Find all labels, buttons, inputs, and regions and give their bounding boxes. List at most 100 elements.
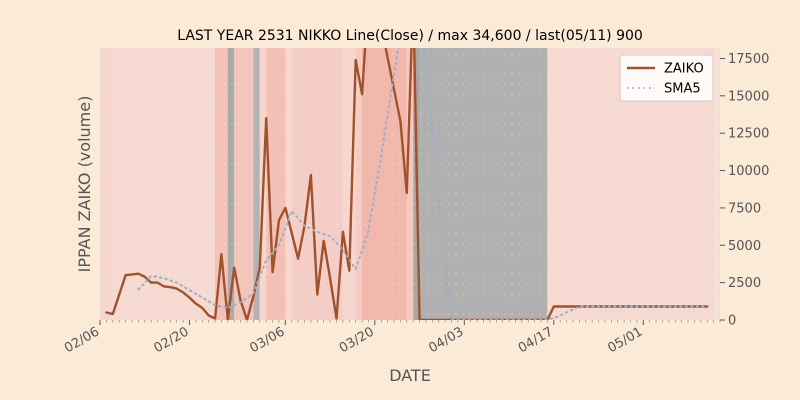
texture-dot bbox=[399, 303, 401, 305]
texture-dot bbox=[266, 273, 268, 275]
texture-dot bbox=[476, 173, 478, 175]
texture-dot bbox=[210, 123, 212, 125]
texture-dot bbox=[210, 273, 212, 275]
texture-dot bbox=[497, 143, 499, 145]
texture-dot bbox=[105, 203, 107, 205]
texture-dot bbox=[511, 313, 513, 315]
texture-dot bbox=[616, 253, 618, 255]
texture-dot bbox=[413, 253, 415, 255]
texture-dot bbox=[504, 153, 506, 155]
texture-dot bbox=[539, 203, 541, 205]
texture-dot bbox=[441, 163, 443, 165]
texture-dot bbox=[364, 263, 366, 265]
texture-dot bbox=[336, 183, 338, 185]
texture-dot bbox=[189, 243, 191, 245]
texture-dot bbox=[700, 223, 702, 225]
texture-dot bbox=[630, 313, 632, 315]
texture-dot bbox=[287, 143, 289, 145]
texture-dot bbox=[154, 313, 156, 315]
texture-dot bbox=[280, 63, 282, 65]
texture-dot bbox=[280, 313, 282, 315]
texture-dot bbox=[385, 173, 387, 175]
texture-dot bbox=[196, 273, 198, 275]
texture-dot bbox=[336, 123, 338, 125]
texture-dot bbox=[252, 83, 254, 85]
texture-dot bbox=[504, 123, 506, 125]
texture-dot bbox=[301, 63, 303, 65]
texture-dot bbox=[364, 193, 366, 195]
texture-dot bbox=[588, 193, 590, 195]
texture-dot bbox=[511, 183, 513, 185]
texture-dot bbox=[644, 53, 646, 55]
texture-dot bbox=[133, 193, 135, 195]
texture-dot bbox=[154, 233, 156, 235]
texture-dot bbox=[588, 263, 590, 265]
texture-dot bbox=[567, 173, 569, 175]
texture-dot bbox=[357, 303, 359, 305]
texture-dot bbox=[665, 213, 667, 215]
texture-dot bbox=[301, 153, 303, 155]
texture-dot bbox=[224, 233, 226, 235]
texture-dot bbox=[119, 233, 121, 235]
texture-dot bbox=[399, 153, 401, 155]
texture-dot bbox=[231, 103, 233, 105]
texture-dot bbox=[287, 303, 289, 305]
texture-dot bbox=[224, 133, 226, 135]
texture-dot bbox=[581, 133, 583, 135]
texture-dot bbox=[350, 63, 352, 65]
texture-dot bbox=[462, 143, 464, 145]
texture-dot bbox=[602, 73, 604, 75]
texture-dot bbox=[308, 313, 310, 315]
texture-dot bbox=[665, 313, 667, 315]
texture-dot bbox=[462, 83, 464, 85]
texture-dot bbox=[623, 113, 625, 115]
texture-dot bbox=[609, 173, 611, 175]
texture-dot bbox=[546, 303, 548, 305]
texture-dot bbox=[238, 163, 240, 165]
texture-dot bbox=[602, 123, 604, 125]
texture-dot bbox=[329, 213, 331, 215]
texture-dot bbox=[322, 103, 324, 105]
texture-dot bbox=[406, 93, 408, 95]
texture-dot bbox=[364, 253, 366, 255]
texture-dot bbox=[546, 263, 548, 265]
texture-dot bbox=[539, 253, 541, 255]
texture-dot bbox=[175, 223, 177, 225]
texture-dot bbox=[658, 53, 660, 55]
texture-dot bbox=[546, 243, 548, 245]
texture-dot bbox=[637, 153, 639, 155]
texture-dot bbox=[609, 293, 611, 295]
texture-dot bbox=[126, 133, 128, 135]
texture-dot bbox=[252, 113, 254, 115]
texture-dot bbox=[126, 63, 128, 65]
texture-dot bbox=[336, 193, 338, 195]
texture-dot bbox=[525, 163, 527, 165]
texture-dot bbox=[315, 103, 317, 105]
texture-dot bbox=[553, 173, 555, 175]
texture-dot bbox=[581, 293, 583, 295]
texture-dot bbox=[462, 73, 464, 75]
texture-dot bbox=[308, 153, 310, 155]
texture-dot bbox=[371, 153, 373, 155]
texture-dot bbox=[595, 63, 597, 65]
texture-dot bbox=[308, 53, 310, 55]
texture-dot bbox=[665, 223, 667, 225]
texture-dot bbox=[154, 243, 156, 245]
texture-dot bbox=[651, 303, 653, 305]
texture-dot bbox=[413, 233, 415, 235]
texture-dot bbox=[588, 113, 590, 115]
texture-dot bbox=[378, 193, 380, 195]
texture-dot bbox=[637, 203, 639, 205]
shaded-band-5 bbox=[253, 48, 260, 320]
texture-dot bbox=[336, 133, 338, 135]
texture-dot bbox=[490, 143, 492, 145]
texture-dot bbox=[441, 123, 443, 125]
texture-dot bbox=[714, 293, 716, 295]
texture-dot bbox=[567, 183, 569, 185]
texture-dot bbox=[287, 123, 289, 125]
texture-dot bbox=[707, 193, 709, 195]
texture-dot bbox=[161, 83, 163, 85]
texture-dot bbox=[644, 303, 646, 305]
texture-dot bbox=[182, 263, 184, 265]
texture-dot bbox=[196, 153, 198, 155]
